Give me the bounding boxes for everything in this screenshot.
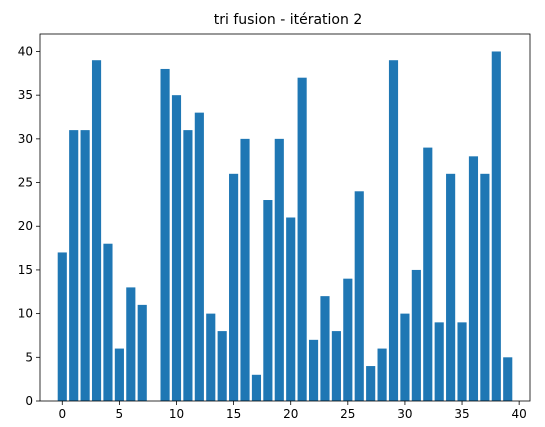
bar-23: [320, 296, 330, 401]
bar-5: [114, 348, 124, 401]
bar-20: [286, 217, 296, 401]
bar-31: [411, 269, 421, 401]
bar-33: [434, 322, 444, 401]
bar-37: [480, 173, 490, 401]
bar-9: [160, 68, 170, 401]
y-tick-label: 0: [25, 394, 33, 408]
bar-21: [297, 77, 307, 401]
y-tick-label: 10: [18, 307, 33, 321]
chart-title: tri fusion - itération 2: [214, 12, 362, 28]
bar-4: [103, 243, 113, 401]
bar-13: [206, 313, 216, 401]
bar-24: [331, 331, 341, 401]
bar-12: [194, 112, 204, 401]
bar-26: [354, 191, 364, 401]
bar-38: [491, 51, 501, 401]
bar-28: [377, 348, 387, 401]
bar-30: [400, 313, 410, 401]
bar-7: [137, 304, 147, 401]
bar-36: [468, 156, 479, 401]
bar-2: [80, 130, 90, 401]
bars-group: [57, 51, 513, 402]
bar-11: [183, 130, 193, 401]
bar-3: [91, 60, 102, 402]
bar-17: [251, 374, 262, 401]
bar-14: [217, 331, 227, 401]
bar-25: [343, 278, 353, 401]
x-tick-label: 5: [116, 407, 124, 421]
bar-34: [446, 173, 456, 401]
y-tick-label: 5: [25, 350, 33, 364]
x-tick-label: 30: [397, 407, 412, 421]
bar-10: [171, 95, 182, 402]
x-tick-label: 15: [226, 407, 241, 421]
y-tick-label: 40: [18, 44, 33, 58]
bar-32: [423, 147, 433, 401]
y-tick-label: 20: [18, 219, 33, 233]
bar-18: [263, 200, 273, 401]
bar-1: [69, 130, 79, 401]
x-tick-label: 40: [512, 407, 527, 421]
y-tick-label: 35: [18, 88, 33, 102]
y-tick-label: 15: [18, 263, 33, 277]
x-tick-label: 35: [454, 407, 469, 421]
bar-15: [229, 173, 239, 401]
x-axis: 0 5 10 15 20 25 30 35 40: [58, 401, 527, 421]
y-axis: 0 5 10 15 20 25 30 35 40: [18, 44, 40, 408]
bar-22: [308, 339, 319, 401]
bar-39: [503, 357, 513, 401]
plot-frame: [39, 33, 531, 402]
bar-6: [126, 287, 136, 401]
x-tick-label: 0: [58, 407, 66, 421]
bar-19: [274, 138, 284, 402]
y-tick-label: 30: [18, 132, 33, 146]
bar-16: [240, 138, 250, 402]
x-tick-label: 25: [340, 407, 355, 421]
x-tick-label: 20: [283, 407, 298, 421]
bar-29: [388, 60, 399, 402]
x-tick-label: 10: [169, 407, 184, 421]
bar-0: [57, 252, 67, 401]
y-tick-label: 25: [18, 176, 33, 190]
bar-27: [366, 366, 376, 401]
bar-35: [457, 322, 467, 401]
